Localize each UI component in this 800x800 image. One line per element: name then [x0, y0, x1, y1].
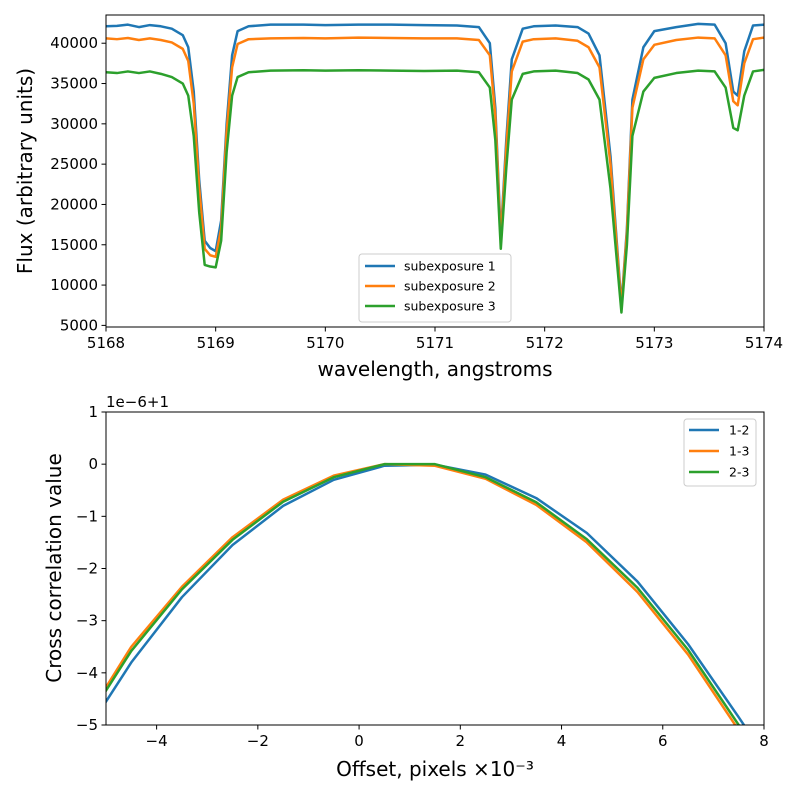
y-tick-label: 30000 — [50, 115, 98, 133]
correlation-x-axis-label: Offset, pixels ×10⁻³ — [336, 757, 534, 781]
x-tick-label: −4 — [146, 732, 168, 750]
y-tick-label: 35000 — [50, 75, 98, 93]
y-tick-label: 25000 — [50, 155, 98, 173]
y-tick-label: −1 — [76, 507, 98, 525]
legend-label-1-2: 1-2 — [729, 423, 749, 438]
spectrum-x-axis-label: wavelength, angstroms — [317, 357, 552, 381]
x-tick-label: 5168 — [87, 334, 125, 352]
spectrum-lines — [106, 22, 764, 314]
y-tick-label: −3 — [76, 612, 98, 630]
x-tick-label: 5172 — [526, 334, 564, 352]
legend-label-subexposure-2: subexposure 2 — [404, 279, 496, 294]
y-tick-label: 1 — [88, 403, 98, 421]
correlation-offset-label: 1e−6+1 — [106, 393, 169, 411]
x-tick-label: 5174 — [745, 334, 783, 352]
spectrum-legend: subexposure 1 subexposure 2 subexposure … — [358, 253, 512, 323]
series-line-2-3 — [106, 462, 741, 725]
x-tick-label: 5169 — [197, 334, 235, 352]
series-line-subexposure-1 — [106, 22, 764, 307]
x-tick-label: 6 — [658, 732, 668, 750]
spectrum-chart: 5168 5169 5170 5171 5172 5173 5174 5000 10000 15… — [13, 14, 783, 381]
correlation-legend: 1-2 1-3 2-3 — [683, 418, 757, 487]
x-tick-label: 5173 — [635, 334, 673, 352]
spectrum-legend-box — [358, 253, 512, 323]
spectrum-y-axis-label: Flux (arbitrary units) — [13, 68, 37, 274]
series-line-subexposure-2 — [106, 36, 764, 309]
spectrum-x-ticks: 5168 5169 5170 5171 5172 5173 5174 — [87, 327, 783, 352]
series-line-1-2 — [106, 463, 746, 725]
legend-label-subexposure-1: subexposure 1 — [404, 259, 496, 274]
y-tick-label: −5 — [76, 716, 98, 734]
y-tick-label: 40000 — [50, 34, 98, 52]
y-tick-label: 5000 — [60, 316, 98, 334]
y-tick-label: 20000 — [50, 195, 98, 213]
x-tick-label: 2 — [456, 732, 466, 750]
series-line-subexposure-3 — [106, 68, 764, 314]
y-tick-label: −4 — [76, 664, 98, 682]
correlation-y-ticks: −5 −4 −3 −2 −1 0 1 — [76, 403, 106, 734]
y-tick-label: 15000 — [50, 236, 98, 254]
correlation-x-ticks: −4 −2 0 2 4 6 8 — [146, 725, 769, 750]
legend-label-subexposure-3: subexposure 3 — [404, 299, 496, 314]
x-tick-label: 4 — [557, 732, 567, 750]
x-tick-label: 0 — [354, 732, 364, 750]
legend-label-2-3: 2-3 — [729, 465, 749, 480]
series-line-1-3 — [106, 462, 737, 725]
x-tick-label: 5170 — [306, 334, 344, 352]
correlation-y-axis-label: Cross correlation value — [42, 453, 66, 682]
y-tick-label: 0 — [88, 455, 98, 473]
x-tick-label: −2 — [247, 732, 269, 750]
correlation-lines — [106, 462, 746, 725]
x-tick-label: 8 — [759, 732, 769, 750]
legend-label-1-3: 1-3 — [729, 444, 749, 459]
x-tick-label: 5171 — [416, 334, 454, 352]
spectrum-y-ticks: 5000 10000 15000 20000 25000 30000 35000 40000 — [50, 34, 106, 334]
y-tick-label: 10000 — [50, 276, 98, 294]
cross-correlation-chart: −4 −2 0 2 4 6 8 −5 −4 −3 −2 −1 0 1 1e−6+1 Offset, pi… — [42, 393, 769, 781]
y-tick-label: −2 — [76, 560, 98, 578]
correlation-legend-box — [683, 418, 757, 487]
